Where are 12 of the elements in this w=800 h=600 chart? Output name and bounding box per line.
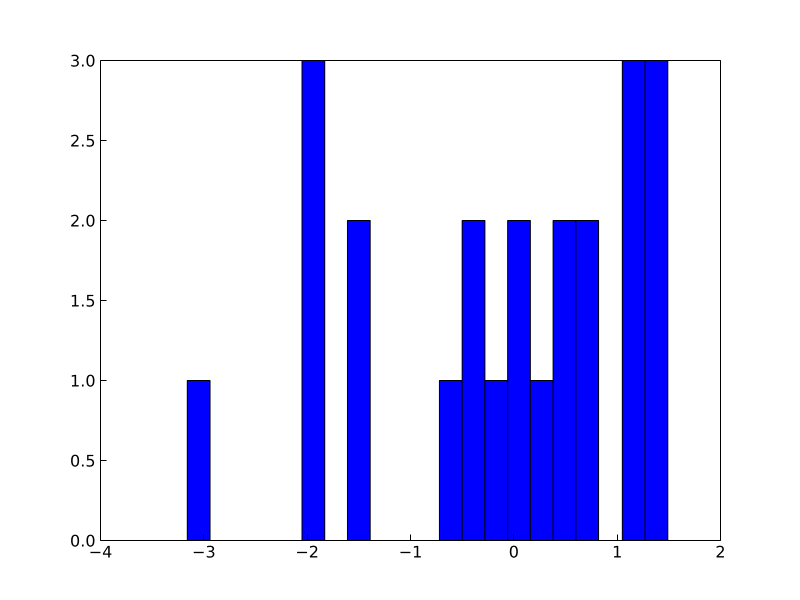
y-tick-label: 1.5 xyxy=(70,292,96,310)
x-tick-label: −2 xyxy=(295,542,319,562)
x-tick-label: −1 xyxy=(398,542,422,562)
x-tick-label: 1 xyxy=(612,542,622,562)
y-tick-label: 2.0 xyxy=(70,212,96,230)
x-tick-label: 2 xyxy=(715,542,726,562)
x-tick-label: −3 xyxy=(192,542,216,562)
x-tick-label: 0 xyxy=(508,542,519,562)
y-tick-label: 0.5 xyxy=(70,452,96,470)
y-tick-label: 2.5 xyxy=(70,132,96,150)
y-tick-label: 3.0 xyxy=(70,52,96,70)
y-tick-label: 1.0 xyxy=(70,372,96,390)
